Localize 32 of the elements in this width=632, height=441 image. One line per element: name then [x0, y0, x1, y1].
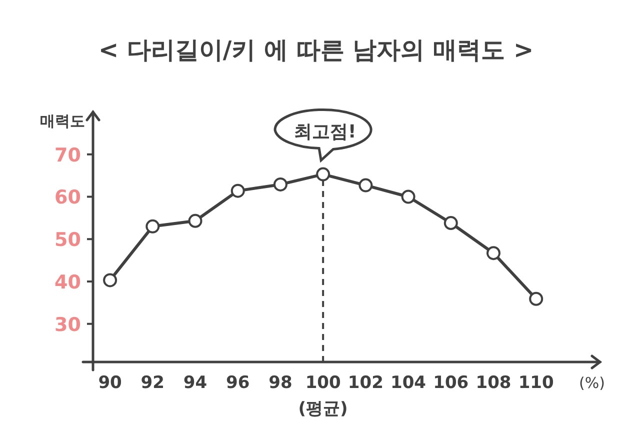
- point: [103, 273, 118, 288]
- point: [273, 177, 288, 192]
- point: [146, 219, 160, 234]
- x-tick-label: 106: [433, 373, 469, 393]
- x-tick-label: 110: [518, 373, 554, 393]
- point: [358, 178, 373, 192]
- x-tick-label: 98: [268, 373, 292, 393]
- y-tick-label: 70: [54, 144, 81, 166]
- point: [188, 214, 202, 228]
- x-tick-label: 108: [476, 373, 512, 393]
- y-tick-label: 50: [54, 229, 81, 252]
- point: [529, 292, 544, 306]
- point: [316, 167, 330, 182]
- y-tick-label: 40: [54, 271, 81, 294]
- x-tick-label: 100: [305, 373, 341, 393]
- x-tick-label: 96: [226, 373, 250, 393]
- y-tick-label: 60: [54, 186, 81, 209]
- point: [486, 246, 500, 260]
- chart-title: < 다리길이/키 에 따른 남자의 매력도 >: [98, 36, 534, 64]
- x-axis-title: (%): [579, 374, 605, 392]
- x-tick-label: 104: [390, 373, 426, 393]
- x-tick-label: 102: [348, 373, 384, 393]
- point: [401, 190, 416, 204]
- x-tick-label: 90: [98, 373, 122, 393]
- text: (평균): [298, 399, 348, 419]
- x-tick-label: 94: [183, 373, 208, 393]
- y-tick-label: 30: [54, 314, 81, 336]
- point: [230, 184, 245, 198]
- point: [444, 216, 458, 230]
- x-tick-label: 92: [140, 373, 164, 393]
- y-axis-title: 매력도: [40, 112, 85, 130]
- annotation: 최고점!: [294, 121, 356, 142]
